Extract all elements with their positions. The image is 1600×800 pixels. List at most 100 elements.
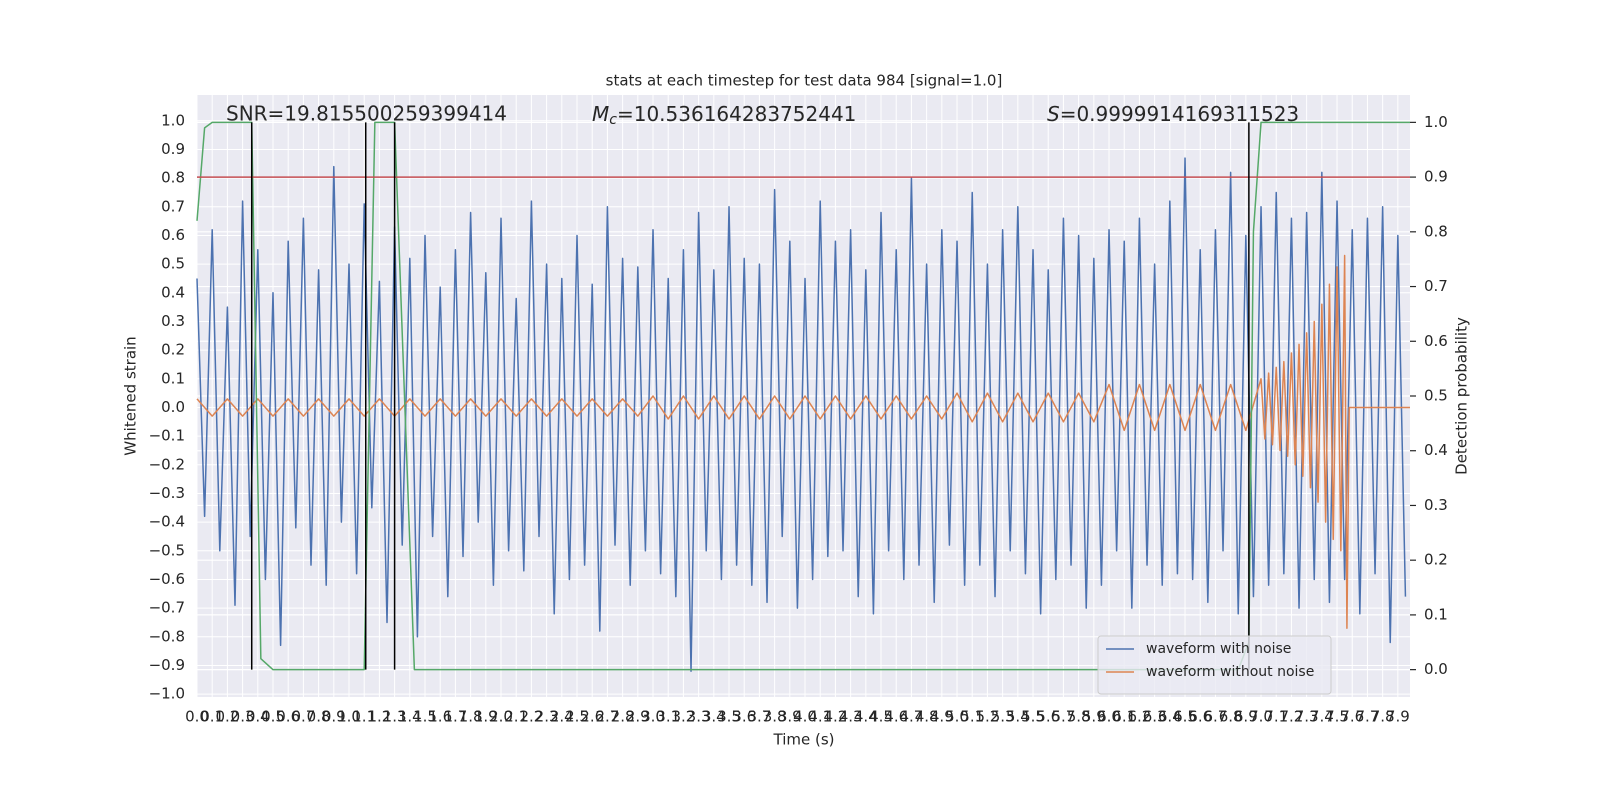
x-tick-label: 0.1 xyxy=(200,708,224,726)
y-tick-label: 0.4 xyxy=(161,283,185,301)
x-tick-label: 5.6 xyxy=(1036,708,1060,726)
x-tick-label: 6.8 xyxy=(1219,708,1243,726)
x-tick-label: 7.1 xyxy=(1264,708,1288,726)
annotation-value: =0.9999914169311523 xyxy=(1060,102,1299,126)
x-tick-label: 2.3 xyxy=(535,708,559,726)
x-tick-label: 1.4 xyxy=(398,708,422,726)
legend-label: waveform without noise xyxy=(1146,664,1314,680)
x-tick-label: 3.4 xyxy=(702,708,726,726)
y2-tick-label: 1.0 xyxy=(1424,113,1448,131)
x-tick-label: 3.6 xyxy=(732,708,756,726)
x-tick-label: 5.0 xyxy=(945,708,969,726)
y-tick-label: 0.1 xyxy=(161,369,185,387)
x-tick-label: 4.6 xyxy=(884,708,908,726)
y-tick-label: −0.2 xyxy=(149,455,185,473)
x-tick-label: 1.1 xyxy=(352,708,376,726)
x-tick-label: 2.8 xyxy=(611,708,635,726)
x-tick-label: 5.9 xyxy=(1082,708,1106,726)
x-tick-label: 1.9 xyxy=(474,708,498,726)
x-tick-label: 5.2 xyxy=(975,708,999,726)
y-tick-label: −0.9 xyxy=(149,656,185,674)
x-tick-label: 6.2 xyxy=(1128,708,1152,726)
x-tick-label: 3.7 xyxy=(747,708,771,726)
series-line xyxy=(196,121,1410,671)
marks xyxy=(196,121,1410,672)
chart-title: stats at each timestep for test data 984… xyxy=(606,72,1003,90)
x-tick-label: 7.6 xyxy=(1340,708,1364,726)
x-tick-label: 4.3 xyxy=(839,708,863,726)
y2-tick-label: 0.3 xyxy=(1424,496,1448,514)
x-tick-label: 5.7 xyxy=(1051,708,1075,726)
legend-box xyxy=(1097,635,1332,695)
x-tick-label: 7.5 xyxy=(1325,708,1349,726)
x-tick-label: 3.0 xyxy=(641,708,665,726)
x-tick-label: 1.2 xyxy=(367,708,391,726)
x-tick-label: 4.4 xyxy=(854,708,878,726)
x-tick-label: 1.8 xyxy=(459,708,483,726)
x-tick-label: 4.2 xyxy=(823,708,847,726)
x-tick-label: 4.5 xyxy=(869,708,893,726)
annotation-symbol: M xyxy=(592,102,609,126)
x-tick-label: 4.1 xyxy=(808,708,832,726)
x-tick-label: 0.4 xyxy=(246,708,270,726)
y2-tick-label: 0.4 xyxy=(1424,441,1448,459)
y-tick-label: −0.3 xyxy=(149,484,185,502)
x-tick-label: 5.1 xyxy=(960,708,984,726)
y-tick-label: −0.7 xyxy=(149,599,185,617)
x-tick-label: 7.0 xyxy=(1249,708,1273,726)
x-tick-label: 2.9 xyxy=(626,708,650,726)
x-tick-label: 0.3 xyxy=(231,708,255,726)
x-tick-label: 5.5 xyxy=(1021,708,1045,726)
x-tick-label: 6.5 xyxy=(1173,708,1197,726)
series-line xyxy=(196,254,1410,629)
y-tick-label: 0.7 xyxy=(161,197,185,215)
x-tick-label: 7.7 xyxy=(1356,708,1380,726)
legend: waveform with noise waveform without nois… xyxy=(1097,635,1332,695)
y-axis-label: Whitened strain xyxy=(122,336,140,455)
x-tick-label: 5.3 xyxy=(991,708,1015,726)
grid xyxy=(196,95,1410,697)
y2-tick-label: 0.9 xyxy=(1424,168,1448,186)
y2-tick-label: 0.0 xyxy=(1424,660,1448,678)
x-tick-label: 1.0 xyxy=(337,708,361,726)
x-tick-label: 3.1 xyxy=(656,708,680,726)
y-tick-label: 0.3 xyxy=(161,312,185,330)
x-tick-label: 4.9 xyxy=(930,708,954,726)
y-tick-label: −0.6 xyxy=(149,570,185,588)
y-tick-label: −1.0 xyxy=(149,685,185,703)
x-tick-label: 0.6 xyxy=(276,708,300,726)
x-tick-label: 4.0 xyxy=(793,708,817,726)
x-tick-label: 7.2 xyxy=(1280,708,1304,726)
x-tick-label: 0.9 xyxy=(322,708,346,726)
y2-tick-label: 0.8 xyxy=(1424,222,1448,240)
x-tick-label: 2.4 xyxy=(550,708,574,726)
x-tick-label: 7.4 xyxy=(1310,708,1334,726)
y2-tick-label: 0.7 xyxy=(1424,277,1448,295)
annotation: SNR=19.815500259399414 xyxy=(226,102,507,126)
y-tick-label: 0.0 xyxy=(161,398,185,416)
x-tick-label: 1.3 xyxy=(383,708,407,726)
x-tick-label: 7.9 xyxy=(1386,708,1410,726)
x-tick-label: 6.9 xyxy=(1234,708,1258,726)
x-tick-label: 0.7 xyxy=(291,708,315,726)
x-tick-label: 2.5 xyxy=(565,708,589,726)
y-tick-label: 0.9 xyxy=(161,140,185,158)
x-tick-label: 2.6 xyxy=(580,708,604,726)
x-tick-label: 5.8 xyxy=(1067,708,1091,726)
x-tick-label: 7.3 xyxy=(1295,708,1319,726)
y-tick-label: −0.8 xyxy=(149,627,185,645)
y-tick-label: −0.4 xyxy=(149,513,185,531)
y-tick-label: 0.6 xyxy=(161,226,185,244)
x-tick-label: 0.0 xyxy=(185,708,209,726)
annotation: Mc=10.536164283752441 xyxy=(592,102,856,129)
x-tick-label: 6.0 xyxy=(1097,708,1121,726)
x-tick-label: 1.5 xyxy=(413,708,437,726)
x-tick-label: 2.0 xyxy=(489,708,513,726)
x-tick-label: 3.8 xyxy=(763,708,787,726)
x-tick-label: 2.2 xyxy=(519,708,543,726)
x-tick-label: 6.1 xyxy=(1112,708,1136,726)
y-tick-label: −0.5 xyxy=(149,541,185,559)
x-tick-label: 4.7 xyxy=(899,708,923,726)
x-tick-label: 2.1 xyxy=(504,708,528,726)
